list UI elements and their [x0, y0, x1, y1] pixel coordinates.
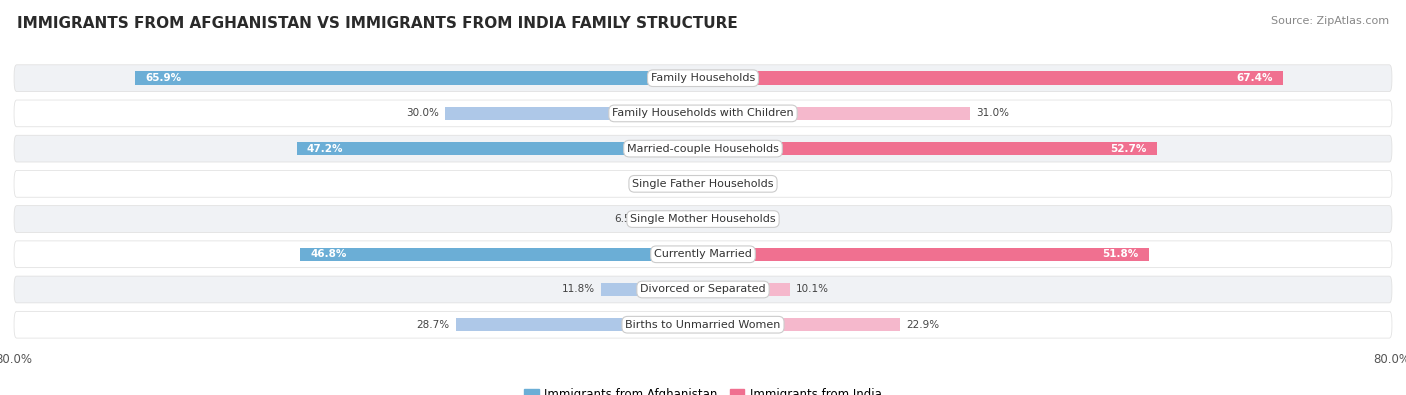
- Bar: [135, 71, 703, 85]
- Bar: [703, 283, 790, 296]
- Text: 65.9%: 65.9%: [146, 73, 181, 83]
- Text: Family Households: Family Households: [651, 73, 755, 83]
- Text: Births to Unmarried Women: Births to Unmarried Women: [626, 320, 780, 330]
- Bar: [682, 177, 703, 190]
- Bar: [703, 107, 970, 120]
- Bar: [444, 107, 703, 120]
- FancyBboxPatch shape: [14, 206, 1392, 232]
- Text: IMMIGRANTS FROM AFGHANISTAN VS IMMIGRANTS FROM INDIA FAMILY STRUCTURE: IMMIGRANTS FROM AFGHANISTAN VS IMMIGRANT…: [17, 16, 738, 31]
- FancyBboxPatch shape: [14, 100, 1392, 127]
- Bar: [703, 318, 900, 331]
- Text: 22.9%: 22.9%: [907, 320, 939, 330]
- FancyBboxPatch shape: [14, 241, 1392, 268]
- Text: 52.7%: 52.7%: [1111, 144, 1146, 154]
- Bar: [297, 142, 703, 155]
- Text: 2.4%: 2.4%: [650, 179, 676, 189]
- Text: Divorced or Separated: Divorced or Separated: [640, 284, 766, 295]
- Text: 30.0%: 30.0%: [406, 108, 439, 118]
- Bar: [703, 177, 720, 190]
- Text: Single Father Households: Single Father Households: [633, 179, 773, 189]
- FancyBboxPatch shape: [14, 135, 1392, 162]
- Bar: [703, 213, 747, 226]
- Text: 11.8%: 11.8%: [562, 284, 595, 295]
- Bar: [703, 71, 1284, 85]
- Text: 6.5%: 6.5%: [614, 214, 641, 224]
- Bar: [647, 213, 703, 226]
- Bar: [602, 283, 703, 296]
- Text: 5.1%: 5.1%: [754, 214, 779, 224]
- FancyBboxPatch shape: [14, 171, 1392, 197]
- Bar: [703, 142, 1157, 155]
- Bar: [703, 248, 1149, 261]
- Text: Currently Married: Currently Married: [654, 249, 752, 259]
- Text: 51.8%: 51.8%: [1102, 249, 1139, 259]
- Bar: [456, 318, 703, 331]
- Text: 47.2%: 47.2%: [307, 144, 343, 154]
- Text: Source: ZipAtlas.com: Source: ZipAtlas.com: [1271, 16, 1389, 26]
- Text: Married-couple Households: Married-couple Households: [627, 144, 779, 154]
- Text: 10.1%: 10.1%: [796, 284, 830, 295]
- Bar: [299, 248, 703, 261]
- Text: Family Households with Children: Family Households with Children: [612, 108, 794, 118]
- Text: 28.7%: 28.7%: [416, 320, 450, 330]
- Text: 31.0%: 31.0%: [976, 108, 1010, 118]
- FancyBboxPatch shape: [14, 311, 1392, 338]
- Text: 1.9%: 1.9%: [725, 179, 752, 189]
- Text: 46.8%: 46.8%: [311, 249, 347, 259]
- FancyBboxPatch shape: [14, 276, 1392, 303]
- Text: 67.4%: 67.4%: [1237, 73, 1272, 83]
- Legend: Immigrants from Afghanistan, Immigrants from India: Immigrants from Afghanistan, Immigrants …: [520, 384, 886, 395]
- FancyBboxPatch shape: [14, 65, 1392, 92]
- Text: Single Mother Households: Single Mother Households: [630, 214, 776, 224]
